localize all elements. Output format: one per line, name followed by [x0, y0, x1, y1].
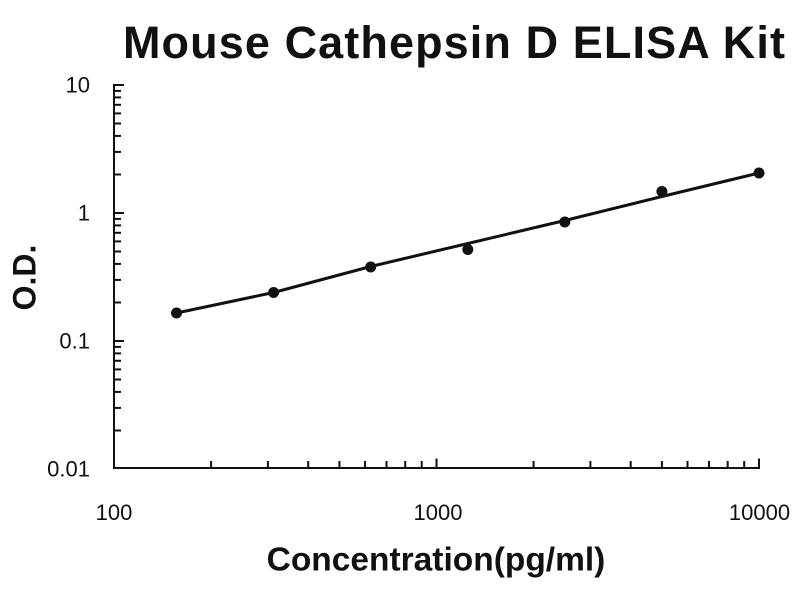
svg-text:100: 100	[96, 500, 133, 525]
svg-text:0.01: 0.01	[47, 457, 90, 482]
svg-text:10: 10	[66, 73, 90, 98]
svg-text:1: 1	[78, 201, 90, 226]
svg-text:Mouse Cathepsin D ELISA Kit: Mouse Cathepsin D ELISA Kit	[123, 17, 786, 68]
svg-text:O.D.: O.D.	[7, 245, 43, 311]
svg-text:0.1: 0.1	[59, 329, 90, 354]
svg-text:10000: 10000	[729, 500, 790, 525]
svg-text:1000: 1000	[414, 500, 463, 525]
svg-text:Concentration(pg/ml): Concentration(pg/ml)	[267, 542, 606, 579]
